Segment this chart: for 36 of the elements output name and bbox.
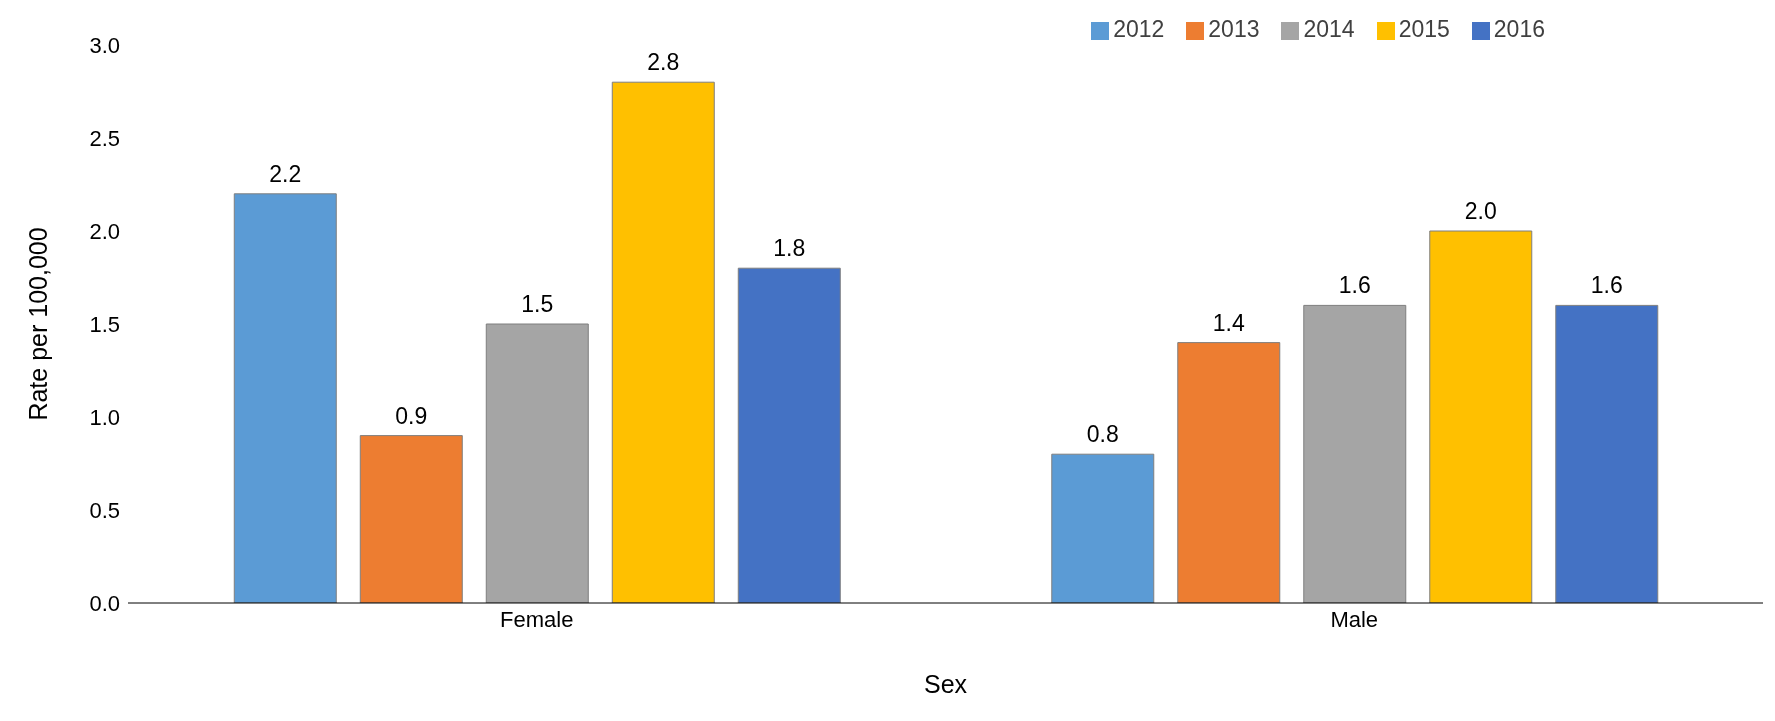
- x-tick-label: Female: [500, 606, 574, 632]
- bar: [611, 81, 715, 603]
- bar: [1303, 304, 1407, 603]
- bar: [1429, 230, 1533, 603]
- data-label: 1.4: [1212, 309, 1245, 336]
- data-label: 0.8: [1086, 421, 1119, 448]
- data-label: 2.8: [647, 49, 680, 76]
- y-tick-label: 2.5: [89, 125, 120, 151]
- legend-label: 2013: [1208, 16, 1260, 42]
- bar: [1177, 342, 1281, 603]
- bar: [359, 435, 463, 603]
- bar: [1051, 453, 1155, 603]
- legend-label: 2012: [1113, 16, 1165, 42]
- bar: [737, 267, 841, 603]
- y-tick-label: 1.0: [89, 404, 120, 430]
- x-axis-title: Sex: [923, 670, 968, 698]
- data-label: 1.8: [773, 235, 806, 262]
- data-label: 0.9: [395, 402, 428, 429]
- bar: [485, 323, 589, 603]
- y-tick-label: 0.5: [89, 497, 120, 523]
- x-tick-label: Male: [1330, 606, 1379, 632]
- y-tick-label: 0.0: [89, 590, 120, 616]
- legend-label: 2014: [1303, 16, 1355, 42]
- data-label: 1.5: [521, 291, 554, 317]
- y-tick-label: 2.0: [89, 218, 120, 244]
- bar: [233, 193, 337, 603]
- data-label: 2.2: [269, 160, 302, 187]
- legend-label: 2016: [1493, 16, 1545, 42]
- data-label: 2.0: [1464, 198, 1497, 224]
- y-axis-title: Rate per 100,000: [23, 227, 52, 421]
- y-tick-label: 1.5: [89, 311, 120, 337]
- data-label: 1.6: [1590, 272, 1623, 299]
- legend-label: 2015: [1398, 16, 1450, 42]
- data-label: 1.6: [1338, 272, 1371, 299]
- y-tick-label: 3.0: [89, 32, 120, 58]
- bar: [1555, 304, 1659, 603]
